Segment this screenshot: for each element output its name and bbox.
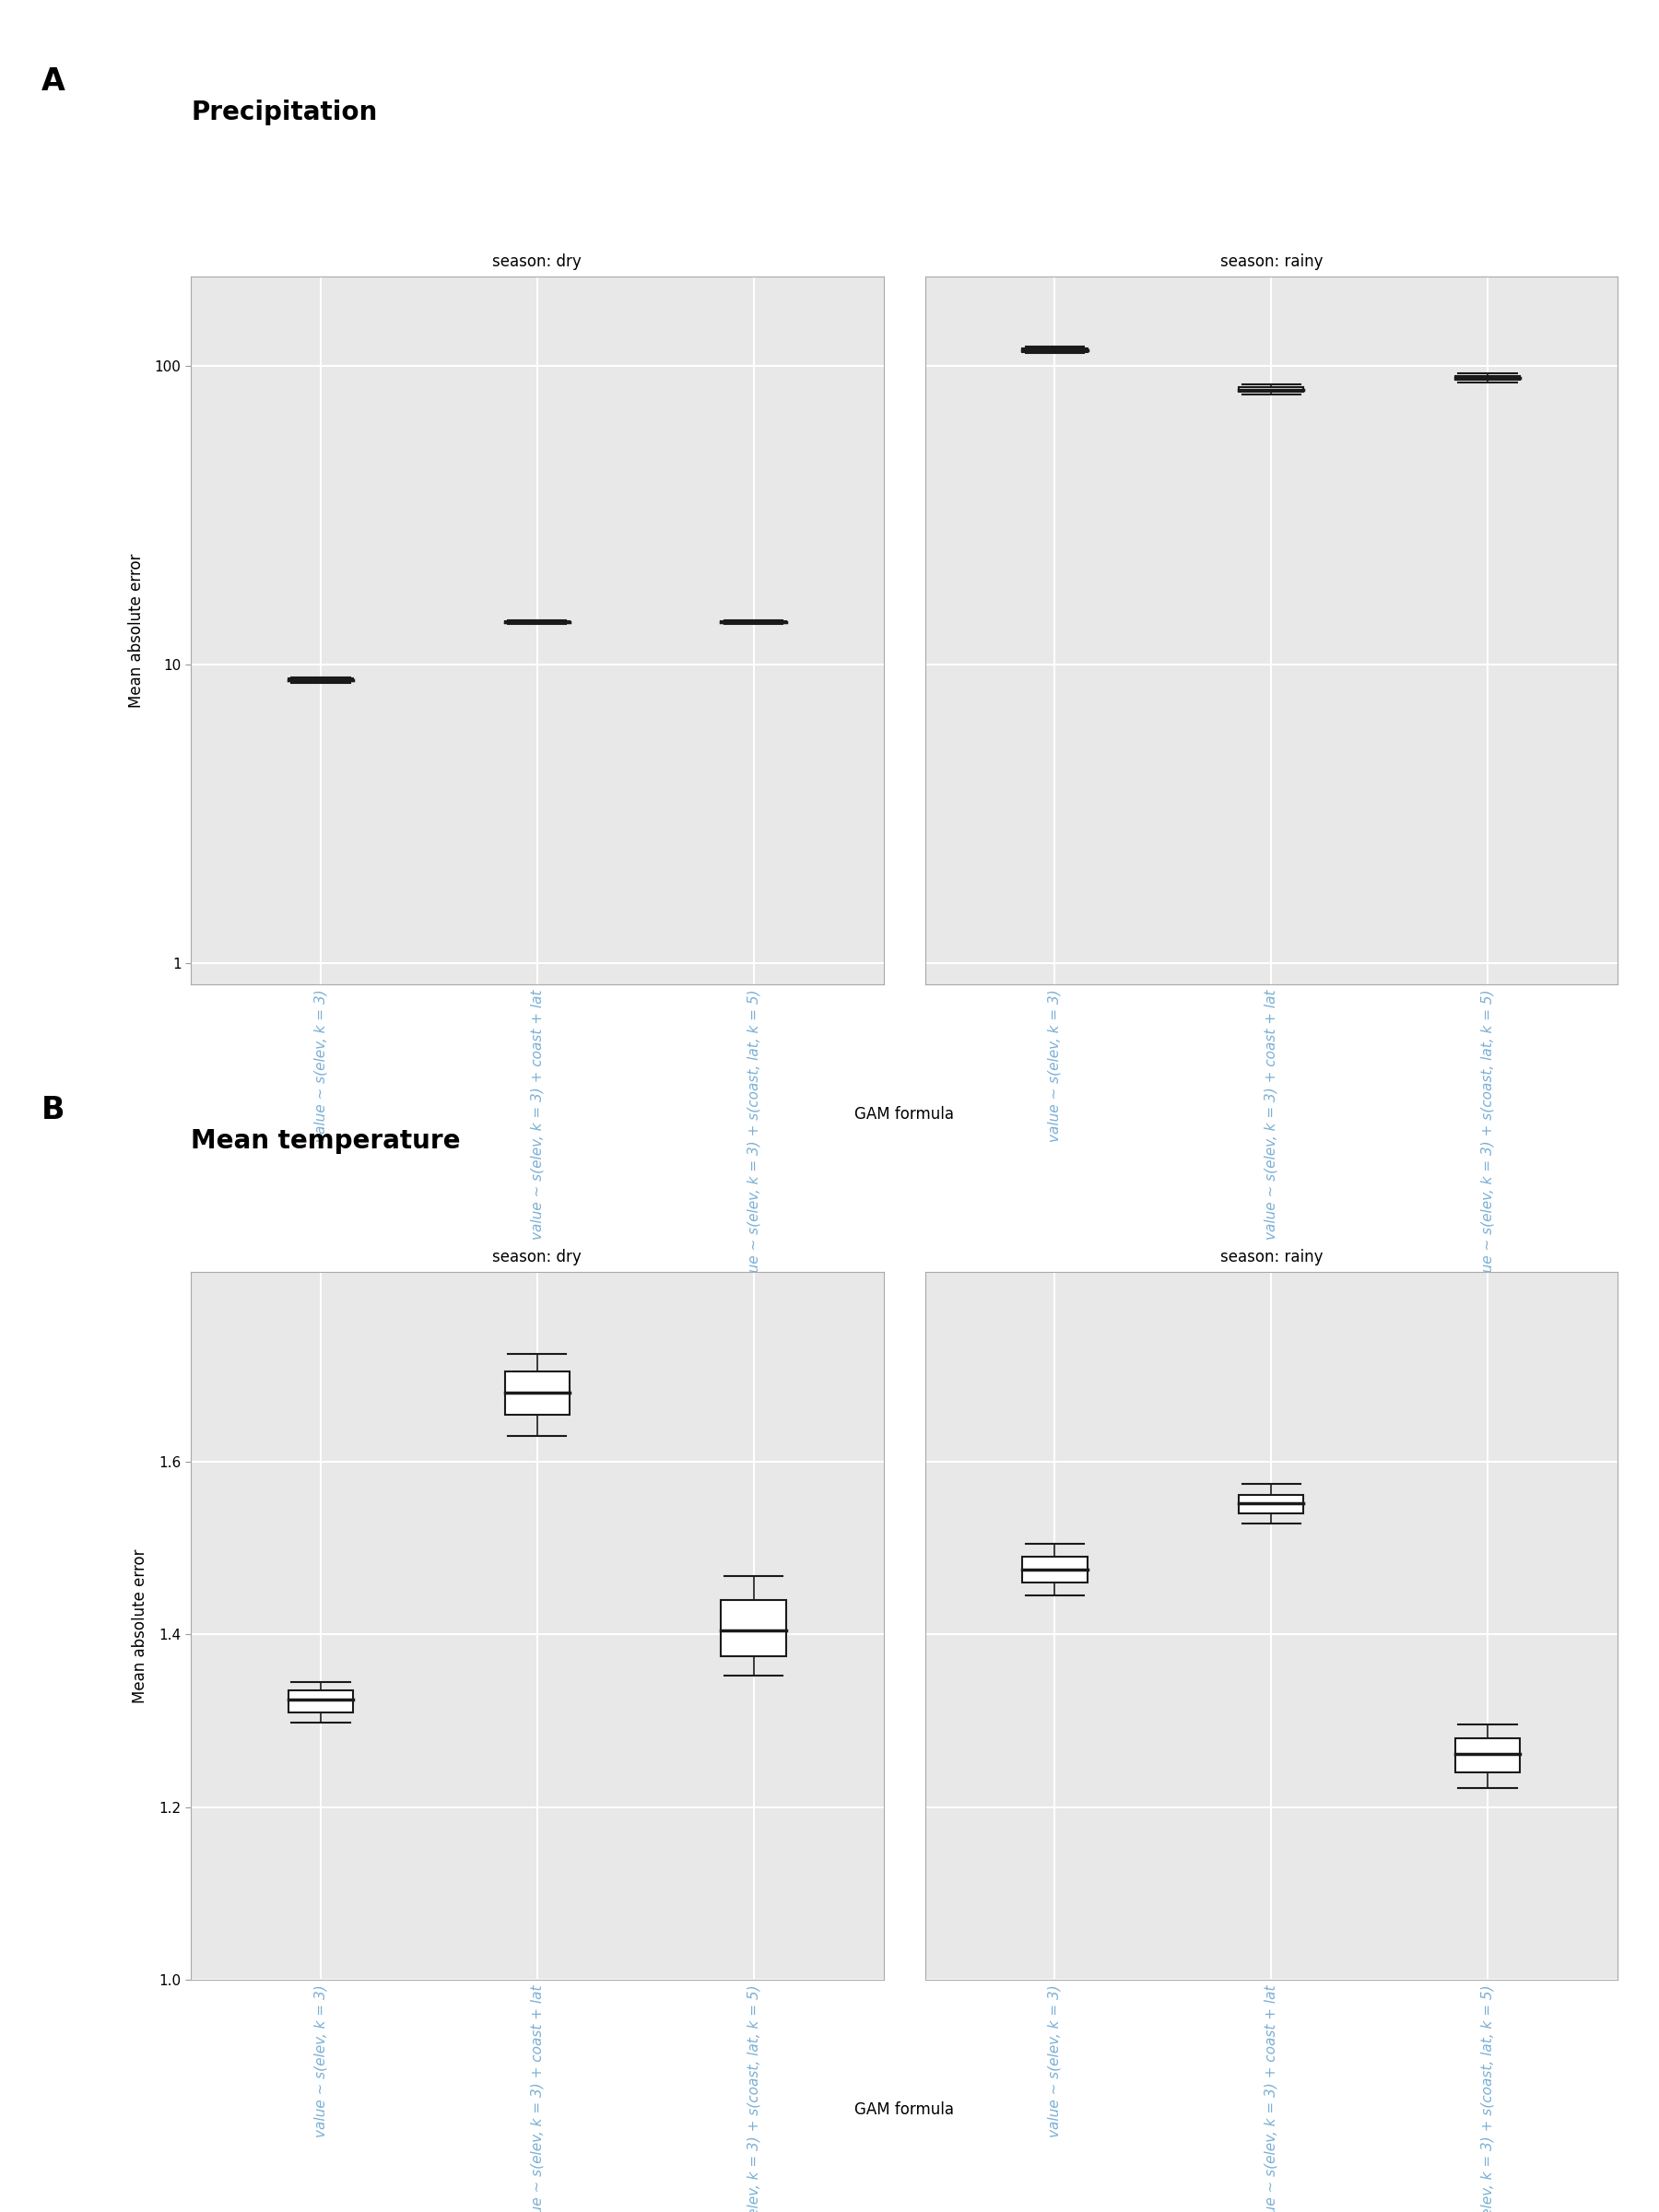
Bar bbox=[1022, 347, 1087, 352]
Text: GAM formula: GAM formula bbox=[854, 2101, 954, 2119]
Bar bbox=[289, 1690, 353, 1712]
Bar bbox=[1239, 1495, 1304, 1513]
Title: season: rainy: season: rainy bbox=[1219, 1250, 1322, 1265]
Title: season: rainy: season: rainy bbox=[1219, 254, 1322, 270]
Y-axis label: Mean absolute error: Mean absolute error bbox=[128, 553, 144, 708]
Bar bbox=[1455, 376, 1520, 380]
Bar bbox=[504, 1371, 569, 1413]
Title: season: dry: season: dry bbox=[493, 1250, 582, 1265]
Text: Mean temperature: Mean temperature bbox=[191, 1128, 461, 1155]
Text: A: A bbox=[41, 66, 65, 97]
Text: GAM formula: GAM formula bbox=[854, 1106, 954, 1124]
Bar bbox=[722, 1599, 786, 1657]
Bar bbox=[1455, 1739, 1520, 1772]
Title: season: dry: season: dry bbox=[493, 254, 582, 270]
Bar bbox=[289, 679, 353, 681]
Text: B: B bbox=[41, 1095, 65, 1126]
Text: Precipitation: Precipitation bbox=[191, 100, 377, 126]
Bar bbox=[1239, 387, 1304, 392]
Bar bbox=[1022, 1557, 1087, 1582]
Y-axis label: Mean absolute error: Mean absolute error bbox=[133, 1548, 149, 1703]
